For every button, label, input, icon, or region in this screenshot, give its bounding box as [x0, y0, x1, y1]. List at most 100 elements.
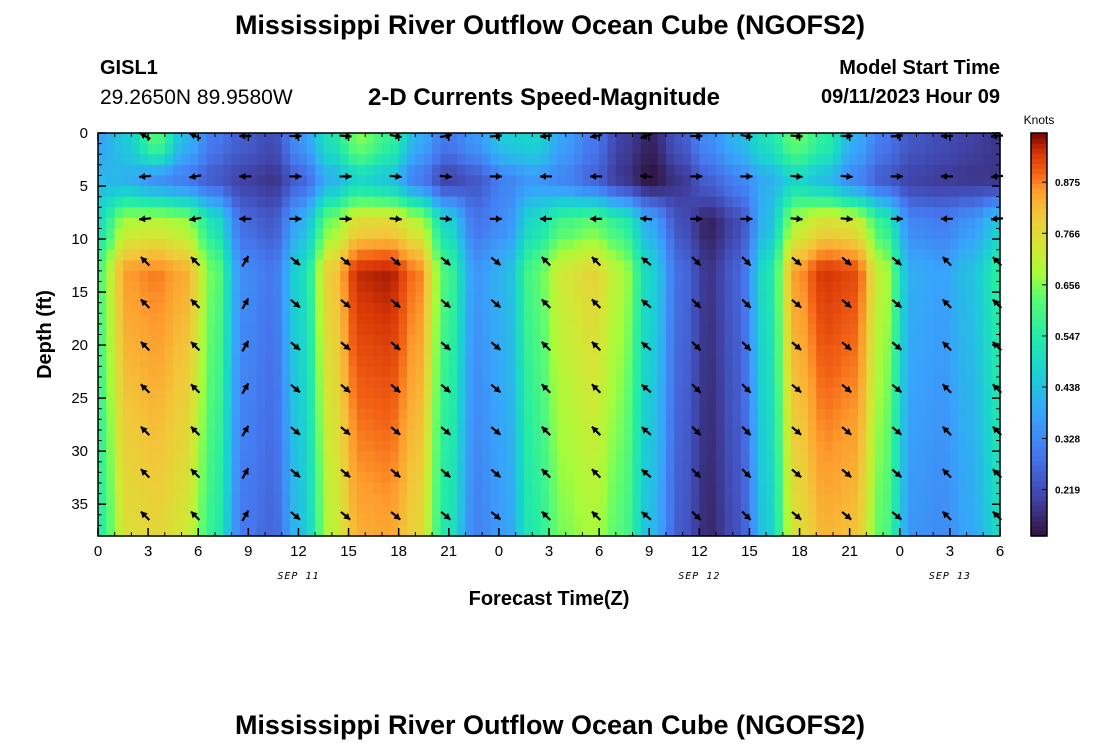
heatmap-cell — [841, 461, 851, 473]
heatmap-cell — [390, 345, 400, 357]
heatmap-cell — [206, 504, 216, 516]
heatmap-cell — [599, 313, 609, 325]
heatmap-cell — [799, 461, 809, 473]
heatmap-cell — [131, 514, 141, 526]
y-tick-label: 30 — [71, 443, 88, 460]
heatmap-cell — [156, 270, 166, 283]
heatmap-cell — [465, 323, 475, 336]
heatmap-cell — [549, 196, 558, 208]
heatmap-cell — [373, 228, 383, 240]
heatmap-cell — [824, 143, 834, 155]
heatmap-cell — [323, 387, 333, 399]
heatmap-cell — [381, 217, 391, 230]
heatmap-cell — [699, 175, 709, 187]
heatmap-cell — [640, 504, 650, 516]
heatmap-cell — [916, 196, 926, 208]
heatmap-cell — [816, 398, 826, 410]
heatmap-cell — [465, 154, 475, 166]
heatmap-cell — [298, 451, 308, 463]
heatmap-cell — [766, 419, 776, 431]
colorbar-segment — [1031, 133, 1047, 139]
heatmap-cell — [665, 154, 675, 166]
heatmap-cell — [273, 143, 283, 155]
heatmap-cell — [482, 525, 492, 537]
heatmap-cell — [774, 440, 784, 452]
heatmap-cell — [807, 334, 817, 346]
heatmap-cell — [498, 355, 508, 367]
heatmap-cell — [640, 143, 650, 155]
heatmap-cell — [106, 376, 116, 389]
heatmap-cell — [523, 387, 533, 399]
heatmap-cell — [164, 440, 174, 452]
heatmap-cell — [114, 292, 124, 304]
heatmap-cell — [106, 133, 116, 145]
heatmap-cell — [323, 472, 333, 484]
heatmap-cell — [498, 451, 508, 463]
heatmap-cell — [123, 429, 133, 442]
heatmap-cell — [98, 440, 107, 452]
heatmap-cell — [582, 398, 592, 410]
heatmap-cell — [582, 292, 592, 304]
heatmap-cell — [498, 292, 508, 304]
heatmap-cell — [849, 186, 859, 198]
heatmap-cell — [173, 186, 183, 198]
heatmap-cell — [707, 451, 717, 463]
colorbar-segment — [1031, 430, 1047, 436]
heatmap-cell — [549, 239, 558, 251]
current-arrow — [591, 468, 602, 479]
heatmap-cell — [615, 419, 625, 431]
heatmap-cell — [540, 482, 550, 495]
heatmap-cell — [599, 186, 609, 198]
heatmap-cell — [156, 472, 166, 484]
heatmap-cell — [916, 281, 926, 293]
heatmap-cell — [373, 292, 383, 304]
heatmap-cell — [239, 323, 249, 336]
heatmap-cell — [473, 228, 483, 240]
heatmap-cell — [390, 408, 400, 420]
current-arrow — [389, 172, 402, 181]
heatmap-cell — [632, 196, 642, 208]
heatmap-cell — [423, 440, 433, 452]
heatmap-cell — [248, 228, 258, 240]
heatmap-cell — [114, 472, 124, 484]
heatmap-cell — [490, 323, 500, 336]
heatmap-cell — [716, 143, 725, 155]
heatmap-cell — [356, 398, 366, 410]
heatmap-cell — [340, 207, 350, 219]
heatmap-cell — [707, 461, 717, 473]
heatmap-cell — [164, 302, 174, 314]
heatmap-cell — [590, 175, 600, 187]
x-tick-label: 12 — [691, 543, 708, 560]
heatmap-cell — [640, 175, 650, 187]
heatmap-cell — [398, 334, 408, 346]
heatmap-cell — [657, 323, 667, 336]
heatmap-cell — [782, 366, 792, 378]
heatmap-cell — [741, 440, 751, 452]
heatmap-cell — [891, 270, 901, 283]
heatmap-cell — [398, 164, 408, 177]
heatmap-cell — [131, 239, 141, 251]
heatmap-cell — [365, 143, 375, 155]
heatmap-cell — [131, 387, 141, 399]
heatmap-cell — [298, 504, 308, 516]
heatmap-cell — [356, 260, 366, 272]
current-arrow — [189, 132, 202, 140]
heatmap-cell — [390, 133, 400, 145]
current-arrow — [991, 425, 1003, 436]
heatmap-cell — [448, 366, 458, 378]
heatmap-cell — [866, 164, 876, 177]
heatmap-cell — [590, 376, 600, 389]
heatmap-cell — [716, 493, 725, 505]
current-arrow — [389, 215, 402, 223]
heatmap-cell — [457, 451, 467, 463]
heatmap-cell — [832, 302, 842, 314]
heatmap-cell — [340, 313, 350, 325]
heatmap-cell — [699, 366, 709, 378]
heatmap-cell — [231, 186, 241, 198]
heatmap-cell — [949, 186, 959, 198]
heatmap-cell — [323, 186, 333, 198]
heatmap-cell — [290, 207, 300, 219]
heatmap-cell — [983, 239, 993, 251]
current-arrow — [189, 215, 202, 223]
heatmap-cell — [189, 260, 199, 272]
